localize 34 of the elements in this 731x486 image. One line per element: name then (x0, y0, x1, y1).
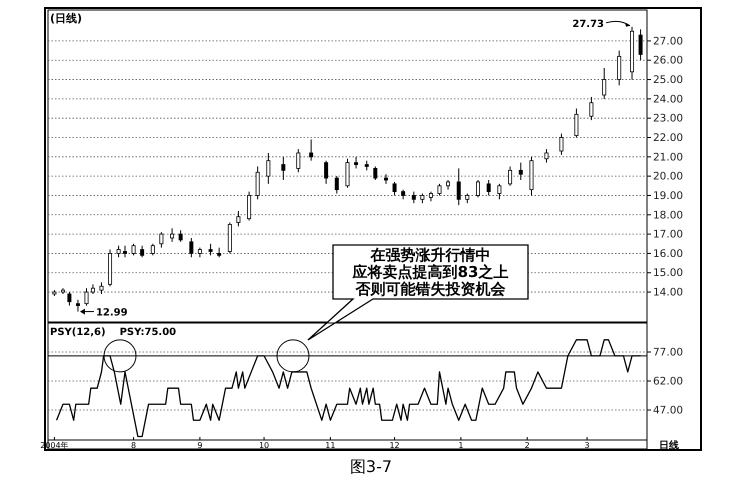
x-tick-label: 1 (458, 441, 464, 450)
chart-subtitle: PSY:75.00 (120, 327, 176, 338)
annotation: 应将卖点提高到83之上 (352, 263, 508, 281)
y-tick-label: 23.00 (653, 112, 684, 125)
chart-title: (日线) (50, 12, 82, 25)
annotation: 在强势涨升行情中 (370, 246, 490, 264)
x-tick-label: 2 (524, 441, 530, 450)
y-tick-label: 24.00 (653, 93, 684, 106)
x-tick-label: 8 (131, 441, 136, 450)
x-tick-label: 3 (584, 441, 590, 450)
y-tick-label: 16.00 (653, 248, 684, 260)
y-tick-label: 62.00 (653, 376, 684, 388)
y-tick-label: 22.00 (653, 132, 684, 144)
y-tick-label: 15.00 (653, 267, 684, 280)
y-tick-label: 27.00 (653, 35, 684, 48)
annotation: 27.73 (572, 18, 604, 30)
y-tick-label: 17.00 (653, 228, 684, 241)
x-tick-label: 9 (197, 441, 202, 450)
annotation: 12.99 (96, 308, 128, 319)
y-tick-label: 19.00 (653, 190, 684, 202)
y-tick-label: 77.00 (653, 346, 684, 359)
y-tick-label: 14.00 (653, 286, 684, 299)
chart-title: PSY(12,6) (50, 327, 106, 338)
x-tick-label: 12 (389, 441, 400, 450)
y-tick-label: 20.00 (653, 170, 684, 183)
caption: 图3-7 (350, 457, 392, 476)
y-tick-label: 25.00 (653, 74, 684, 86)
x-tick-label: 11 (325, 441, 336, 450)
y-tick-label: 26.00 (653, 54, 684, 67)
x-tick-label: 10 (258, 441, 270, 450)
y-tick-label: 47.00 (653, 404, 684, 417)
y-tick-label: 18.00 (653, 209, 684, 222)
annotation: 否则可能错失投资机会 (354, 280, 506, 298)
y-tick-label: 21.00 (653, 151, 684, 164)
